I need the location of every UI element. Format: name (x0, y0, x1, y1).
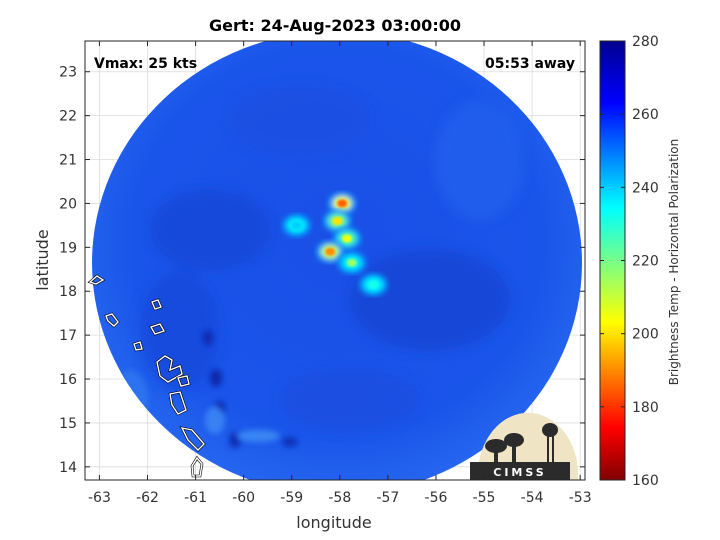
y-axis-label: latitude (33, 229, 52, 290)
convective-core (291, 221, 302, 230)
convective-core (346, 258, 357, 267)
island (156, 355, 183, 383)
x-tick-label: -53 (569, 490, 592, 506)
island (88, 275, 105, 285)
colorbar-tick-label: 180 (632, 400, 659, 416)
y-tick-label: 19 (59, 240, 77, 256)
logo-dish (504, 433, 524, 447)
y-tick-label: 22 (59, 109, 77, 125)
colorbar-tick-label: 220 (632, 254, 659, 270)
y-tick-label: 21 (59, 153, 77, 169)
x-tick-label: -62 (136, 490, 159, 506)
axes-frame (84, 40, 586, 481)
x-tick-label: -57 (376, 490, 399, 506)
x-tick-label: -59 (280, 490, 303, 506)
convective-core (332, 216, 343, 225)
island (180, 427, 205, 451)
logo-dish (485, 439, 507, 453)
island (105, 313, 119, 327)
y-tick-label: 16 (59, 372, 77, 388)
x-tick-label: -61 (184, 490, 207, 506)
y-tick-label: 14 (59, 460, 77, 476)
microwave-swath (92, 41, 582, 480)
colorbar-scale (599, 40, 626, 481)
colorbar-tick-label: 260 (632, 107, 659, 123)
y-tick-labels: 14 15 16 17 18 19 20 21 22 23 (59, 65, 77, 476)
x-tick-label: -63 (88, 490, 111, 506)
x-tick-label: -58 (328, 490, 351, 506)
logo-bar (470, 462, 570, 480)
convective-core (325, 247, 336, 256)
convective-core (368, 280, 379, 289)
colorbar-tick-label: 200 (632, 327, 659, 343)
x-tick-label: -60 (232, 490, 255, 506)
logo-water-tower (542, 423, 558, 437)
colorbar-tick-label: 280 (632, 34, 659, 50)
island (191, 456, 203, 477)
colorbar-tick-label: 240 (632, 180, 659, 196)
y-tick-label: 18 (59, 284, 77, 300)
x-tick-label: -54 (521, 490, 544, 506)
convective-core (337, 199, 348, 208)
y-tick-label: 23 (59, 65, 77, 81)
x-axis-label: longitude (296, 513, 371, 532)
time-away-label: 05:53 away (485, 56, 575, 72)
x-tick-label: -55 (473, 490, 496, 506)
vmax-label: Vmax: 25 kts (94, 56, 197, 72)
colorbar-ticks: 160 180 200 220 240 260 280 (600, 34, 659, 489)
cimss-logo: CIMSS (470, 412, 578, 480)
island (133, 341, 143, 351)
y-tick-label: 15 (59, 416, 77, 432)
island (151, 299, 162, 310)
colorbar-label: Brightness Temp - Horizontal Polarizatio… (667, 139, 681, 386)
y-tick-label: 20 (59, 196, 77, 212)
island (169, 391, 187, 415)
cold-texture (140, 85, 525, 430)
tick-marks (85, 41, 585, 480)
x-tick-labels: -63 -62 -61 -60 -59 -58 -57 -56 -55 -54 -53 (88, 490, 592, 506)
island (149, 323, 166, 335)
logo-text: CIMSS (493, 466, 546, 479)
colorbar-tick-label: 160 (632, 473, 659, 489)
convective-core (342, 234, 353, 243)
colorbar: 160 180 200 220 240 260 280 Brightness Temp - … (599, 34, 681, 489)
island-outlines (87, 274, 206, 478)
island (177, 375, 190, 387)
y-tick-label: 17 (59, 328, 77, 344)
convective-cells (282, 192, 388, 296)
x-tick-label: -56 (425, 490, 448, 506)
chart-title: Gert: 24-Aug-2023 03:00:00 (209, 16, 461, 35)
